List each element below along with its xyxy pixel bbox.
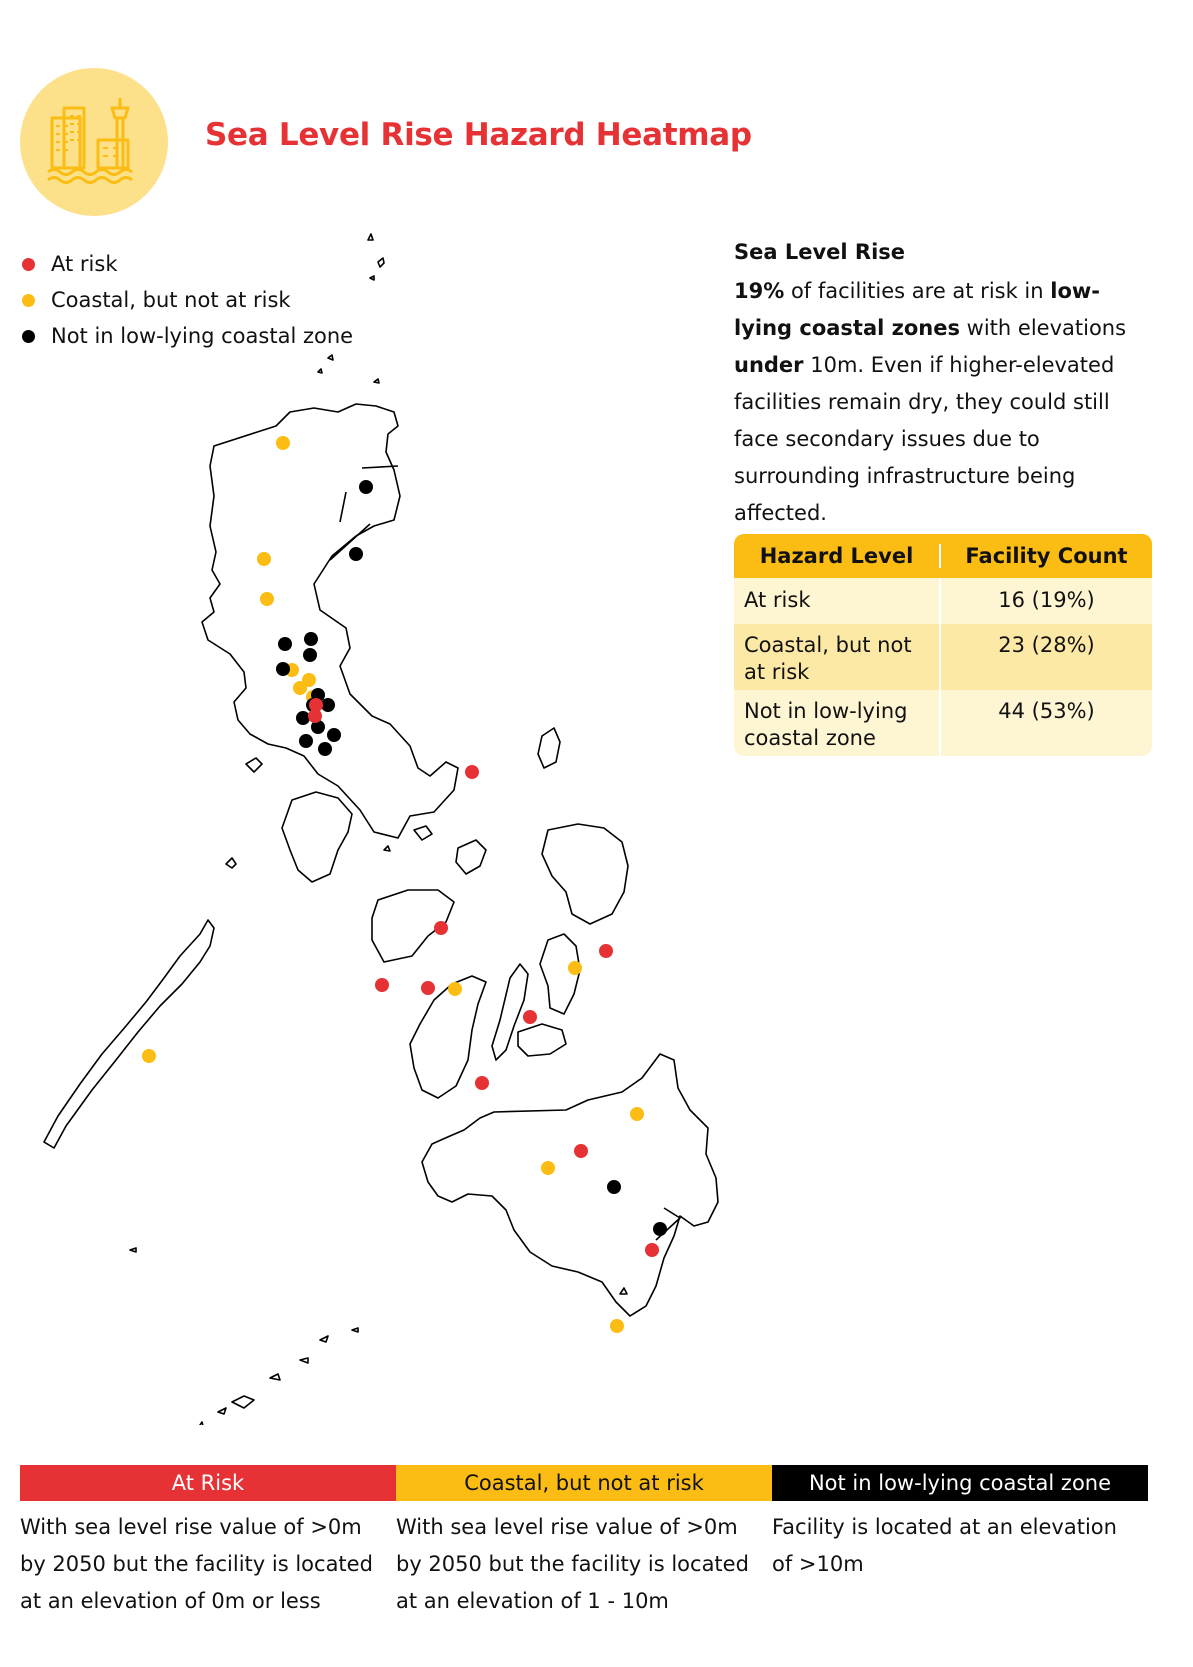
philippines-map [43, 233, 719, 1425]
cell-count: 16 (19%) [939, 578, 1152, 624]
band-label: At Risk [20, 1465, 396, 1501]
facility-dots [142, 436, 667, 1333]
header-facility-count: Facility Count [939, 544, 1152, 568]
cell-level: Coastal, but not at risk [744, 633, 912, 684]
legend-item-not-low-lying: Not in low-lying coastal zone [22, 318, 353, 354]
header-hazard-level: Hazard Level [759, 544, 914, 568]
cell-count: 44 (53%) [939, 690, 1152, 756]
page-title: Sea Level Rise Hazard Heatmap [205, 117, 752, 153]
info-panel: Sea Level Rise 19% of facilities are at … [734, 240, 1154, 532]
band-description: With sea level rise value of >0m by 2050… [20, 1515, 373, 1613]
band-coastal: Coastal, but not at risk With sea level … [396, 1465, 772, 1620]
coastal-city-icon [20, 68, 168, 216]
legend-label: Not in low-lying coastal zone [51, 324, 354, 348]
table-row: Coastal, but not at risk 23 (28%) [734, 624, 1152, 690]
table-row: At risk 16 (19%) [734, 578, 1152, 624]
info-title: Sea Level Rise [734, 240, 906, 264]
legend-label: At risk [51, 252, 118, 276]
cell-level: Not in low-lying coastal zone [744, 699, 908, 750]
band-description: With sea level rise value of >0m by 2050… [396, 1515, 749, 1613]
black-dot-icon [22, 329, 35, 343]
band-label: Not in low-lying coastal zone [772, 1465, 1148, 1501]
band-at-risk: At Risk With sea level rise value of >0m… [20, 1465, 396, 1620]
legend-label: Coastal, but not at risk [51, 288, 291, 312]
category-definitions: At Risk With sea level rise value of >0m… [20, 1465, 1148, 1620]
band-description: Facility is located at an elevation of >… [772, 1515, 1117, 1576]
table-row: Not in low-lying coastal zone 44 (53%) [734, 690, 1152, 756]
info-body: 19% of facilities are at risk in low-lyi… [734, 279, 1127, 525]
map-legend: At risk Coastal, but not at risk Not in … [22, 246, 353, 354]
legend-item-at-risk: At risk [22, 246, 353, 282]
legend-item-coastal: Coastal, but not at risk [22, 282, 353, 318]
band-not-low-lying: Not in low-lying coastal zone Facility i… [772, 1465, 1148, 1620]
yellow-dot-icon [22, 293, 35, 307]
table-header: Hazard Level Facility Count [734, 534, 1152, 578]
red-dot-icon [22, 257, 35, 271]
cell-level: At risk [744, 588, 811, 612]
cell-count: 23 (28%) [939, 624, 1152, 690]
hazard-table: Hazard Level Facility Count At risk 16 (… [734, 534, 1152, 756]
band-label: Coastal, but not at risk [396, 1465, 772, 1501]
